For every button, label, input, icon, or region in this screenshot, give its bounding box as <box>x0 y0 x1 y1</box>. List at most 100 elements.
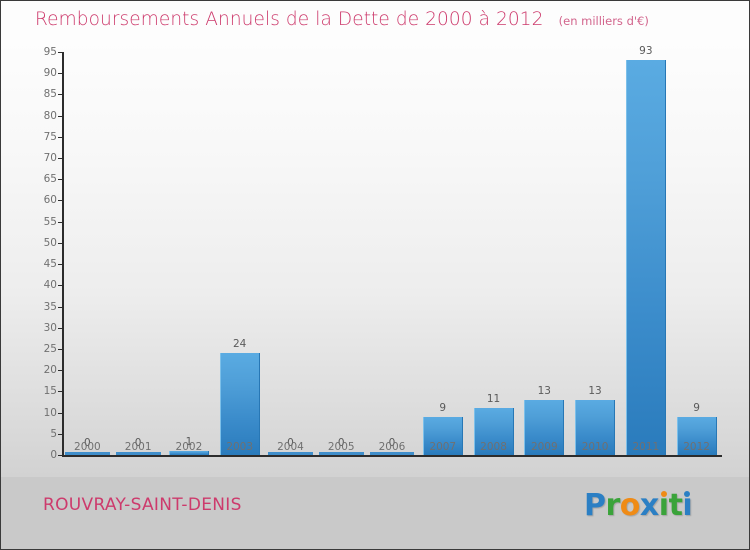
bar-group: 11 2008 <box>468 61 519 455</box>
bar-value-label: 0 <box>84 437 91 449</box>
bar-value-label: 0 <box>337 437 345 449</box>
y-axis-tick-label: 10 <box>43 406 57 419</box>
y-axis-tick <box>58 391 63 393</box>
bar-group: 9 2007 <box>417 61 468 455</box>
logo-letter-p: P <box>584 488 606 523</box>
y-axis-tick-label: 20 <box>43 364 57 377</box>
bar-group: 0 2004 <box>265 61 316 455</box>
y-axis-tick <box>58 433 63 435</box>
y-axis-tick-label: 25 <box>43 342 57 355</box>
bar-group: 93 2011 <box>620 45 671 455</box>
y-axis-tick <box>58 285 63 287</box>
bar-value-label: 13 <box>537 384 551 397</box>
y-axis-tick-label: 50 <box>43 236 57 249</box>
bar-value-label: 0 <box>287 437 294 449</box>
y-axis-tick <box>58 115 63 117</box>
y-axis-tick <box>58 73 63 75</box>
bar-value-label: 9 <box>439 401 447 414</box>
y-axis-tick-label: 5 <box>50 427 57 440</box>
y-axis-tick <box>58 242 63 244</box>
logo-letter-i2: ı <box>682 488 693 523</box>
bar-value-label: 0 <box>134 437 142 449</box>
bar-value-label: 0 <box>388 437 396 449</box>
logo-letter-t: t <box>668 488 683 523</box>
x-axis-tick-label: 2005 <box>327 441 355 453</box>
bar-group: 1 2002 <box>164 61 215 455</box>
y-axis-tick-label: 65 <box>43 173 57 186</box>
x-axis-tick-label: 2003 <box>226 441 254 453</box>
x-axis-tick-label: 2010 <box>581 441 609 453</box>
y-axis-tick <box>58 221 63 223</box>
y-axis-tick-label: 45 <box>43 258 57 271</box>
bar-value-label: 11 <box>486 393 501 406</box>
title-row: Remboursements Annuels de la Dette de 20… <box>35 9 649 30</box>
bar[interactable] <box>676 416 717 455</box>
y-axis-line <box>62 52 64 456</box>
y-axis-tick-label: 95 <box>43 46 57 58</box>
x-axis-tick-label: 2007 <box>429 441 457 453</box>
y-axis-tick-label: 75 <box>43 130 57 143</box>
y-axis-tick-label: 35 <box>43 300 57 313</box>
bar-group: 0 2005 <box>316 61 367 455</box>
x-axis-line <box>62 455 722 457</box>
y-axis-tick-label: 60 <box>43 194 57 207</box>
y-axis-tick-label: 90 <box>43 67 57 80</box>
bar-value-label: 1 <box>185 435 193 448</box>
bar-group: 0 2000 <box>62 61 113 455</box>
y-axis-tick <box>58 94 63 96</box>
bar-group: 0 2001 <box>113 61 164 455</box>
proxiti-logo[interactable]: Proxı tı <box>584 485 693 527</box>
x-axis-tick-label: 2008 <box>480 441 507 453</box>
y-axis-tick-label: 70 <box>43 152 57 165</box>
logo-letter-r: r <box>605 488 621 523</box>
y-axis-tick <box>58 158 63 160</box>
y-axis-tick <box>58 306 63 308</box>
y-axis-tick <box>58 136 63 138</box>
chart-header: Remboursements Annuels de la Dette de 20… <box>1 1 749 41</box>
y-axis-tick-label: 85 <box>43 88 57 101</box>
logo-letter-i1: ı <box>658 488 669 523</box>
bar[interactable] <box>115 452 161 455</box>
y-axis-tick-label: 0 <box>50 449 57 461</box>
bar-value-label: 93 <box>639 45 653 58</box>
chart-subtitle: (en milliers d'€) <box>558 14 649 28</box>
bar[interactable] <box>168 450 209 455</box>
bar[interactable] <box>575 399 616 455</box>
bar-group: 24 2003 <box>214 61 265 455</box>
y-axis-tick <box>58 200 63 202</box>
y-axis-tick <box>58 327 63 329</box>
bar[interactable] <box>65 452 110 455</box>
city-name-label: ROUVRAY-SAINT-DENIS <box>43 495 242 515</box>
bar[interactable] <box>422 416 463 455</box>
y-axis-tick-label: 30 <box>43 321 57 334</box>
y-axis-tick <box>58 455 63 456</box>
bar[interactable] <box>625 60 666 455</box>
chart-footer: ROUVRAY-SAINT-DENIS Proxı tı <box>1 477 749 549</box>
y-axis-tick <box>58 264 63 266</box>
bar[interactable] <box>219 353 260 455</box>
y-axis-tick-label: 55 <box>43 215 57 228</box>
page-title: Remboursements Annuels de la Dette de 20… <box>35 9 544 30</box>
x-axis-tick-label: 2002 <box>175 441 203 453</box>
bar[interactable] <box>369 452 415 455</box>
y-axis-tick-label: 15 <box>43 385 57 398</box>
bar-group: 13 2010 <box>570 61 621 455</box>
y-axis-tick <box>58 412 63 414</box>
bar-group: 0 2006 <box>367 61 418 455</box>
logo-letter-o: o <box>619 488 641 523</box>
bar-value-label: 9 <box>693 401 700 414</box>
y-axis-tick <box>58 348 63 350</box>
bar[interactable] <box>473 408 514 455</box>
y-axis-tick <box>58 52 63 53</box>
y-axis-tick <box>58 370 63 372</box>
x-axis-tick-label: 2012 <box>683 441 710 453</box>
bar[interactable] <box>268 452 313 455</box>
bar[interactable] <box>318 452 364 455</box>
x-axis-tick-label: 2001 <box>124 441 152 453</box>
y-axis-tick-label: 80 <box>43 109 57 122</box>
logo-letter-x: x <box>639 488 659 523</box>
bar-group: 9 2012 <box>671 61 722 455</box>
x-axis-tick-label: 2009 <box>530 441 558 453</box>
bar[interactable] <box>524 399 565 455</box>
